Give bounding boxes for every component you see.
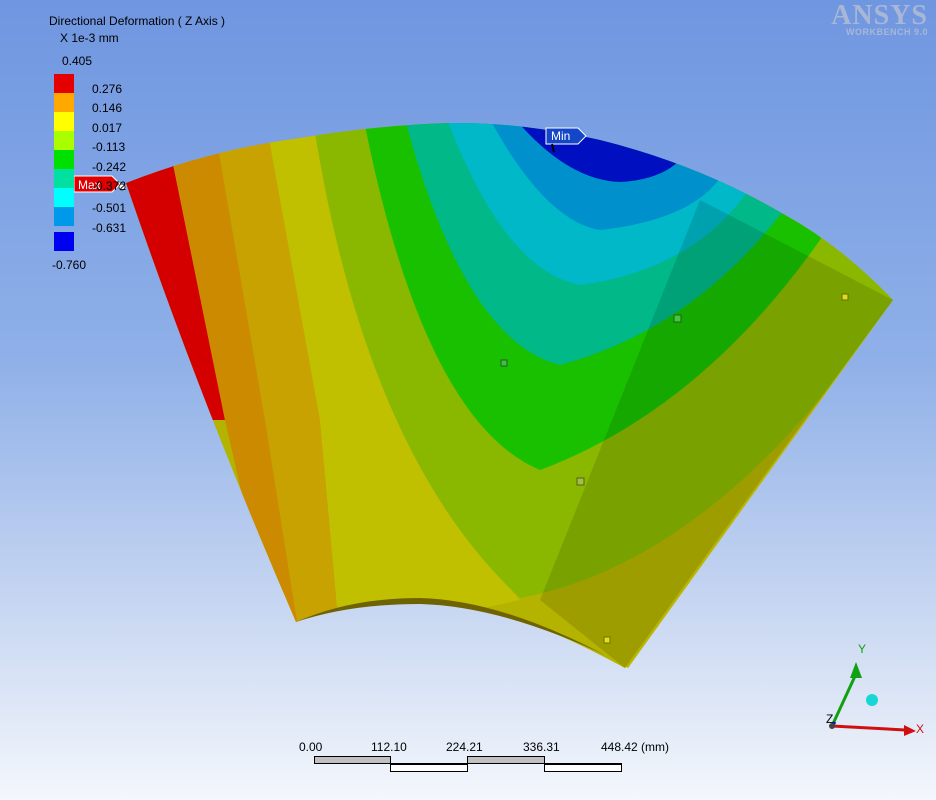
legend-swatch xyxy=(54,169,74,188)
band-orange-1 xyxy=(160,122,300,640)
scale-label: 336.31 xyxy=(523,740,560,754)
legend-tick: 0.017 xyxy=(92,121,123,135)
legend-tick: -0.372 xyxy=(92,179,127,193)
legend-max-value: 0.405 xyxy=(62,54,93,68)
min-probe-label: Min xyxy=(551,129,570,143)
brand-name: ANSYS xyxy=(831,0,928,31)
scale-label: 224.21 xyxy=(446,740,483,754)
axis-triad-graphic xyxy=(829,662,916,736)
legend-swatch xyxy=(54,131,74,150)
legend-tick: -0.242 xyxy=(92,160,127,174)
min-probe-flag xyxy=(545,127,587,145)
legend-tick: -0.501 xyxy=(92,201,127,215)
legend-tick: 0.276 xyxy=(92,82,123,96)
x-axis-label: X xyxy=(916,722,925,736)
ansys-logo: ANSYS WORKBENCH 9.0 xyxy=(831,0,928,38)
result-units: X 1e-3 mm xyxy=(60,31,119,45)
legend-swatch xyxy=(54,112,74,131)
band-orange-2 xyxy=(210,122,340,640)
legend-swatch xyxy=(54,207,74,226)
brand-product: WORKBENCH 9.0 xyxy=(845,27,928,37)
max-probe-label: Max xyxy=(78,178,101,192)
legend-min-value: -0.760 xyxy=(52,258,87,272)
scale-baseline xyxy=(314,763,622,764)
legend-swatch xyxy=(54,188,74,207)
axis-triad[interactable]: Y X Z xyxy=(810,640,936,750)
scale-segment xyxy=(544,764,622,772)
scale-label: 112.10 xyxy=(371,740,407,754)
z-axis-label: Z xyxy=(826,712,834,726)
legend-swatch xyxy=(54,150,74,169)
result-title: Directional Deformation ( Z Axis ) xyxy=(49,14,226,28)
scale-label: 448.42 (mm) xyxy=(601,740,670,754)
max-probe-flag xyxy=(73,175,121,193)
legend-swatch xyxy=(54,232,74,251)
band-yellow xyxy=(262,122,520,640)
result-legend: Directional Deformation ( Z Axis ) X 1e-… xyxy=(44,10,225,280)
inner-arc-edge xyxy=(296,598,605,655)
scale-label: 0.00 xyxy=(299,740,323,754)
scale-bar: 0.00 112.10 224.21 336.31 448.42 (mm) xyxy=(290,736,690,786)
min-probe[interactable]: Min xyxy=(545,127,587,153)
max-probe[interactable]: Max xyxy=(73,175,126,193)
y-axis-label: Y xyxy=(858,642,867,656)
scale-segment xyxy=(390,764,468,772)
legend-tick: 0.146 xyxy=(92,101,123,115)
legend-swatch xyxy=(54,74,74,93)
legend-tick: -0.631 xyxy=(92,221,127,235)
legend-tick: -0.113 xyxy=(92,140,126,154)
legend-swatch xyxy=(54,93,74,112)
